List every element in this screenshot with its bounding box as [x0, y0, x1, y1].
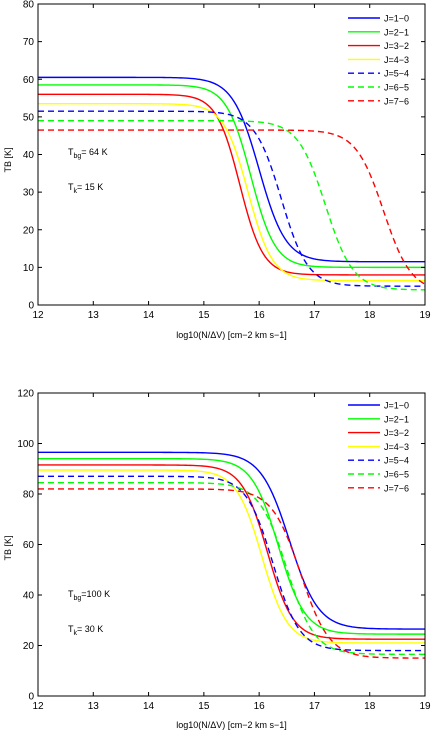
y-tick-label: 80 [23, 0, 35, 11]
y-tick-label: 60 [23, 75, 35, 86]
legend-label: J=1−0 [384, 401, 409, 411]
series-line-4 [38, 469, 425, 644]
series-line-1 [38, 76, 425, 263]
chart-panel-1: 12 13 14 15 16 17 18 19 0 10 20 30 40 50 60 70 80 log10(N… [3, 0, 431, 340]
y-tick-label: 10 [23, 263, 35, 274]
x-tick-label: 14 [143, 310, 155, 321]
y-axis-label: TB [K] [3, 535, 13, 560]
legend-label: J=3−2 [384, 41, 409, 51]
series-line-3 [38, 464, 425, 640]
x-tick-label: 14 [143, 701, 155, 712]
series-line-1 [38, 451, 425, 630]
y-tick-label: 40 [23, 150, 35, 161]
y-tick-label: 70 [23, 37, 35, 48]
annotation-kinetic-temperature: Tk= 15 K [68, 182, 103, 195]
y-tick-label: 80 [23, 490, 35, 501]
x-tick-label: 16 [254, 701, 266, 712]
x-axis-label: log10(N/ΔV) [cm−2 km s−1] [176, 330, 287, 340]
y-tick-label: 30 [23, 188, 35, 199]
x-tick-label: 17 [309, 701, 321, 712]
x-axis-label: log10(N/ΔV) [cm−2 km s−1] [176, 720, 287, 730]
legend-label: J=5−4 [384, 456, 409, 466]
annotation-kinetic-temperature: Tk= 30 K [68, 624, 103, 637]
series-line-3 [38, 93, 425, 276]
x-tick-label: 15 [198, 310, 210, 321]
series-line-2 [38, 84, 425, 269]
x-tick-label: 16 [254, 310, 266, 321]
series-line-5 [38, 475, 425, 652]
y-tick-label: 0 [28, 692, 34, 703]
legend-label: J=6−5 [384, 470, 409, 480]
y-axis-label: TB [K] [3, 147, 13, 172]
series-line-2 [38, 457, 425, 635]
x-tick-label: 17 [309, 310, 321, 321]
series-line-5 [38, 110, 425, 287]
legend-label: J=7−6 [384, 96, 409, 106]
annotation-background-temperature: Tbg= 64 K [68, 147, 108, 160]
x-tick-label: 19 [419, 701, 431, 712]
chart-panel-2: 12 13 14 15 16 17 18 19 0 20 40 60 80 100 120 log10(N/Δ… [3, 389, 431, 731]
series-line-4 [38, 103, 425, 282]
legend-label: J=6−5 [384, 83, 409, 93]
x-tick-label: 13 [88, 310, 100, 321]
y-tick-label: 50 [23, 112, 35, 123]
y-tick-label: 0 [28, 301, 34, 312]
y-tick-label: 100 [17, 439, 34, 450]
x-tick-label: 15 [198, 701, 210, 712]
series-line-7 [38, 129, 425, 285]
legend-label: J=1−0 [384, 14, 409, 24]
y-tick-label: 40 [23, 591, 35, 602]
x-tick-label: 18 [364, 701, 376, 712]
series-line-6 [38, 119, 425, 291]
legend-label: J=7−6 [384, 483, 409, 493]
x-tick-label: 18 [364, 310, 376, 321]
annotation-background-temperature: Tbg=100 K [68, 589, 110, 602]
legend-label: J=4−3 [384, 442, 409, 452]
x-tick-label: 19 [419, 310, 431, 321]
legend-label: J=3−2 [384, 428, 409, 438]
legend-label: J=2−1 [384, 27, 409, 37]
y-tick-label: 60 [23, 540, 35, 551]
x-tick-label: 12 [32, 701, 44, 712]
x-tick-label: 12 [32, 310, 44, 321]
y-tick-label: 20 [23, 225, 35, 236]
x-tick-label: 13 [88, 701, 100, 712]
y-tick-label: 120 [17, 389, 34, 400]
legend-label: J=5−4 [384, 69, 409, 79]
y-tick-label: 20 [23, 641, 35, 652]
series-line-6 [38, 481, 425, 656]
legend-label: J=2−1 [384, 414, 409, 424]
legend-label: J=4−3 [384, 55, 409, 65]
series-line-7 [38, 488, 425, 659]
